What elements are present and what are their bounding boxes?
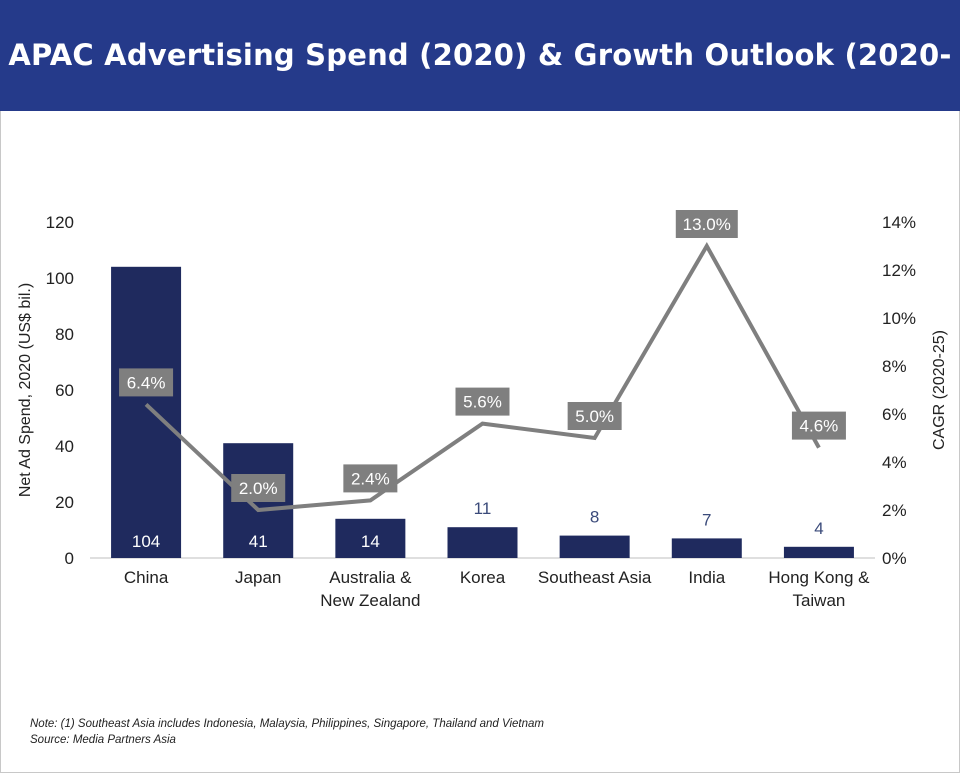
bar-value-label: 11	[474, 499, 492, 518]
x-tick-label: New Zealand	[320, 591, 420, 610]
cagr-value-label: 2.0%	[239, 479, 278, 498]
cagr-label-box	[455, 387, 510, 416]
bar	[783, 546, 854, 558]
y2-tick-label: 12%	[882, 261, 916, 280]
cagr-label-box	[343, 464, 398, 493]
combo-chart: 0 20 40 60 80 100 120 0% 2% 4% 6% 8% 10% 12% 14% Net Ad…	[17, 210, 948, 610]
y2-tick-label: 6%	[882, 405, 907, 424]
note-text: Note: (1) Southeast Asia includes Indone…	[30, 718, 544, 730]
y-tick-label: 20	[55, 493, 74, 512]
y2-tick-label: 0%	[882, 549, 907, 568]
bar	[671, 538, 742, 558]
x-tick-label: India	[688, 568, 725, 587]
cagr-line	[144, 241, 821, 513]
y2-tick-label: 4%	[882, 453, 907, 472]
bar	[111, 266, 182, 558]
x-tick-label: Korea	[460, 568, 506, 587]
bar	[559, 535, 630, 558]
bar-value-label: 4	[814, 519, 823, 538]
x-tick-label: Japan	[235, 568, 281, 587]
cagr-label-box	[567, 402, 622, 430]
cagr-label-box	[675, 210, 738, 238]
bar-value-label: 41	[249, 532, 268, 551]
bar-value-label: 8	[590, 508, 599, 527]
bar-value-label: 14	[361, 532, 380, 551]
cagr-label-box	[119, 368, 174, 397]
x-tick-label: Hong Kong &	[768, 568, 870, 587]
source-text: Source: Media Partners Asia	[30, 734, 176, 746]
x-tick-label: Taiwan	[792, 591, 845, 610]
bar	[447, 527, 518, 558]
header-bar: APAC Advertising Spend (2020) & Growth O…	[0, 0, 960, 183]
cagr-label-box	[231, 474, 286, 502]
y2-tick-label: 10%	[882, 309, 916, 328]
bar	[335, 518, 406, 558]
y2-tick-label: 2%	[882, 501, 907, 520]
y-tick-label: 120	[46, 213, 74, 232]
x-tick-label: Australia &	[329, 568, 412, 587]
cagr-value-label: 4.6%	[800, 417, 839, 436]
cagr-value-label: 2.4%	[351, 469, 390, 488]
y-axis-title: Net Ad Spend, 2020 (US$ bil.)	[17, 283, 34, 497]
footnotes: Note: (1) Southeast Asia includes Indone…	[30, 716, 544, 748]
y-tick-label: 100	[46, 269, 74, 288]
y-tick-label: 40	[55, 437, 74, 456]
y2-tick-label: 14%	[882, 213, 916, 232]
x-tick-label: Southeast Asia	[538, 568, 652, 587]
bar-value-label: 104	[132, 532, 160, 551]
y-tick-label: 0	[65, 549, 74, 568]
x-tick-label: China	[124, 568, 169, 587]
chart-title: APAC Advertising Spend (2020) & Growth O…	[8, 38, 952, 183]
cagr-value-label: 5.0%	[575, 407, 614, 426]
y-tick-label: 60	[55, 381, 74, 400]
bar-value-label: 7	[702, 510, 711, 529]
y2-axis-title: CAGR (2020-25)	[931, 330, 948, 450]
cagr-value-label: 13.0%	[683, 215, 731, 234]
cagr-value-label: 5.6%	[463, 393, 502, 412]
y-tick-label: 80	[55, 325, 74, 344]
y2-tick-label: 8%	[882, 357, 907, 376]
cagr-label-box	[791, 411, 846, 440]
cagr-value-label: 6.4%	[127, 373, 166, 392]
